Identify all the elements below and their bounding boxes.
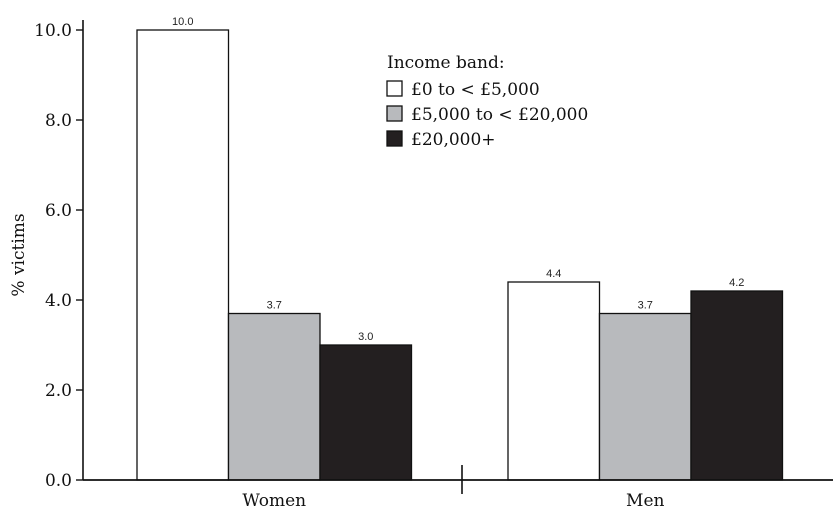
legend-swatch — [386, 130, 403, 147]
legend: Income band: £0 to < £5,000 £5,000 to < £… — [386, 53, 588, 150]
x-axis: Women Men — [83, 465, 833, 511]
data-label: 10.0 — [172, 16, 193, 28]
bars — [136, 29, 784, 481]
data-label: 3.7 — [267, 300, 282, 312]
legend-entry-label: £5,000 to < £20,000 — [411, 105, 588, 125]
bar-women-series-3 — [319, 344, 413, 481]
legend-entry-label: £20,000+ — [411, 130, 496, 150]
y-tick-label: 10.0 — [34, 21, 72, 41]
legend-swatch — [386, 80, 403, 97]
data-label: 3.0 — [358, 331, 373, 343]
data-label: 4.4 — [546, 268, 561, 280]
y-axis-label: % victims — [9, 213, 29, 296]
bar-men-series-1 — [507, 281, 601, 481]
y-tick-label: 0.0 — [45, 471, 72, 491]
x-category-label: Men — [626, 491, 664, 511]
y-tick-label: 4.0 — [45, 291, 72, 311]
bar-men-series-2 — [598, 312, 692, 481]
y-axis: 0.0 2.0 4.0 6.0 8.0 10.0 — [34, 20, 84, 491]
bar-women-series-1 — [136, 29, 230, 481]
bar-women-series-2 — [227, 312, 321, 481]
y-tick-label: 6.0 — [45, 201, 72, 221]
y-tick-label: 2.0 — [45, 381, 72, 401]
data-label: 4.2 — [729, 277, 744, 289]
y-tick-label: 8.0 — [45, 111, 72, 131]
legend-entry-label: £0 to < £5,000 — [411, 80, 540, 100]
legend-title: Income band: — [387, 53, 505, 73]
bar-men-series-3 — [690, 290, 784, 481]
data-labels: 10.0 3.7 3.0 4.4 3.7 4.2 — [172, 16, 744, 343]
x-category-label: Women — [242, 491, 306, 511]
legend-swatch — [386, 105, 403, 122]
data-label: 3.7 — [638, 300, 653, 312]
